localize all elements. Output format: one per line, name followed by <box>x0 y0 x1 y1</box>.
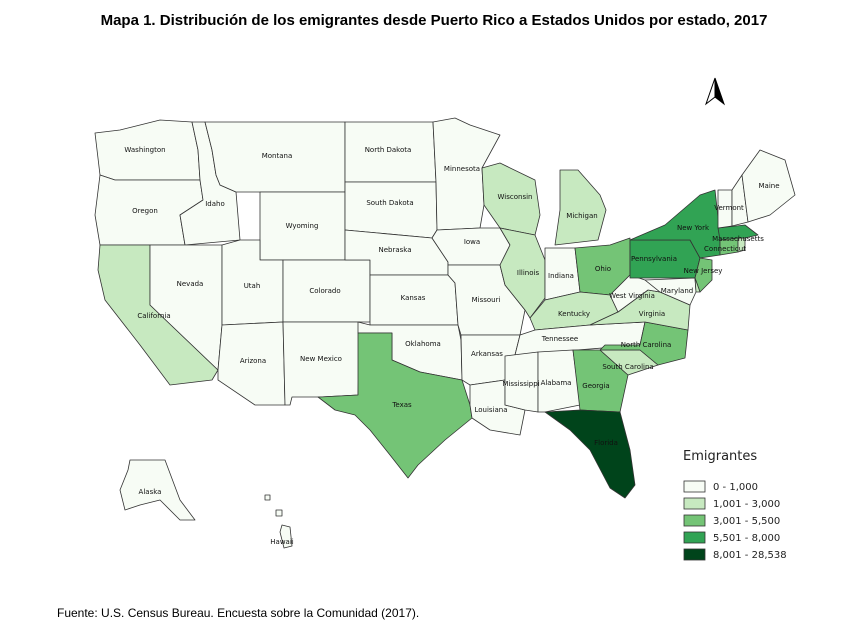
state-hawaii <box>264 494 293 549</box>
label-hawaii: Hawaii <box>270 538 294 546</box>
map-title: Mapa 1. Distribución de los emigrantes d… <box>100 12 768 29</box>
legend-label-3: 5,501 - 8,000 <box>713 533 780 544</box>
label-ohio: Ohio <box>595 265 611 273</box>
label-vermont: Vermont <box>714 204 744 212</box>
label-louisiana: Louisiana <box>474 406 507 414</box>
label-connecticut: Connecticut <box>704 245 746 253</box>
label-mississippi: Mississippi <box>502 380 539 388</box>
north-arrow-icon <box>704 77 726 106</box>
legend-title: Emigrantes <box>683 449 757 464</box>
label-nebraska: Nebraska <box>378 246 411 254</box>
state-alabama <box>537 349 581 413</box>
label-alaska: Alaska <box>139 488 162 496</box>
state-massachusetts <box>717 224 759 241</box>
label-wyoming: Wyoming <box>286 222 319 230</box>
label-missouri: Missouri <box>472 296 501 304</box>
label-alabama: Alabama <box>541 379 572 387</box>
label-north-carolina: North Carolina <box>621 341 672 349</box>
us-map: Washington Oregon California Idaho Nevad… <box>94 77 796 561</box>
state-wisconsin <box>481 162 541 236</box>
state-michigan <box>554 169 607 246</box>
legend-swatch-3 <box>683 531 706 544</box>
label-new-york: New York <box>677 224 710 232</box>
legend-label-4: 8,001 - 28,538 <box>713 550 787 561</box>
label-new-mexico: New Mexico <box>300 355 342 363</box>
label-michigan: Michigan <box>566 212 597 220</box>
label-nevada: Nevada <box>177 280 204 288</box>
label-california: California <box>137 312 170 320</box>
state-florida <box>544 409 636 499</box>
label-new-jersey: New Jersey <box>684 267 723 275</box>
state-new-jersey <box>694 257 713 293</box>
label-idaho: Idaho <box>205 200 225 208</box>
label-colorado: Colorado <box>309 287 340 295</box>
state-mississippi <box>504 351 539 413</box>
label-texas: Texas <box>391 401 412 409</box>
label-massachusetts: Massachusetts <box>712 235 764 243</box>
state-texas <box>317 332 473 479</box>
label-illinois: Illinois <box>517 269 540 277</box>
legend-swatch-4 <box>683 548 706 561</box>
label-florida: Florida <box>594 439 618 447</box>
label-arkansas: Arkansas <box>471 350 503 358</box>
label-kentucky: Kentucky <box>558 310 590 318</box>
legend-label-1: 1,001 - 3,000 <box>713 499 780 510</box>
state-new-mexico <box>282 321 361 406</box>
label-kansas: Kansas <box>401 294 426 302</box>
legend-label-2: 3,001 - 5,500 <box>713 516 780 527</box>
state-alaska <box>119 459 196 521</box>
label-maine: Maine <box>758 182 779 190</box>
legend-label-0: 0 - 1,000 <box>713 482 758 493</box>
state-maine <box>741 149 796 223</box>
state-georgia <box>572 349 629 413</box>
state-maryland <box>644 277 697 306</box>
legend-swatch-2 <box>683 514 706 527</box>
state-illinois <box>499 227 546 319</box>
label-west-virginia: West Virginia <box>609 292 655 300</box>
label-oklahoma: Oklahoma <box>405 340 441 348</box>
label-montana: Montana <box>262 152 293 160</box>
label-virginia: Virginia <box>639 310 665 318</box>
label-washington: Washington <box>124 146 165 154</box>
legend-swatch-1 <box>683 497 706 510</box>
state-north-carolina <box>599 321 689 366</box>
label-pennsylvania: Pennsylvania <box>631 255 677 263</box>
source-note: Fuente: U.S. Census Bureau. Encuesta sob… <box>57 606 420 620</box>
label-north-dakota: North Dakota <box>365 146 412 154</box>
label-south-dakota: South Dakota <box>366 199 413 207</box>
state-south-dakota <box>344 181 438 239</box>
label-iowa: Iowa <box>464 238 480 246</box>
label-minnesota: Minnesota <box>444 165 480 173</box>
legend-swatch-0 <box>683 480 706 493</box>
label-arizona: Arizona <box>240 357 266 365</box>
label-wisconsin: Wisconsin <box>498 193 533 201</box>
label-utah: Utah <box>244 282 261 290</box>
label-georgia: Georgia <box>582 382 609 390</box>
legend: Emigrantes 0 - 1,000 1,001 - 3,000 3,001… <box>683 449 787 561</box>
state-delaware <box>694 277 701 293</box>
label-maryland: Maryland <box>661 287 693 295</box>
label-indiana: Indiana <box>548 272 574 280</box>
label-oregon: Oregon <box>132 207 158 215</box>
label-tennessee: Tennessee <box>541 335 578 343</box>
label-south-carolina: South Carolina <box>602 363 653 371</box>
